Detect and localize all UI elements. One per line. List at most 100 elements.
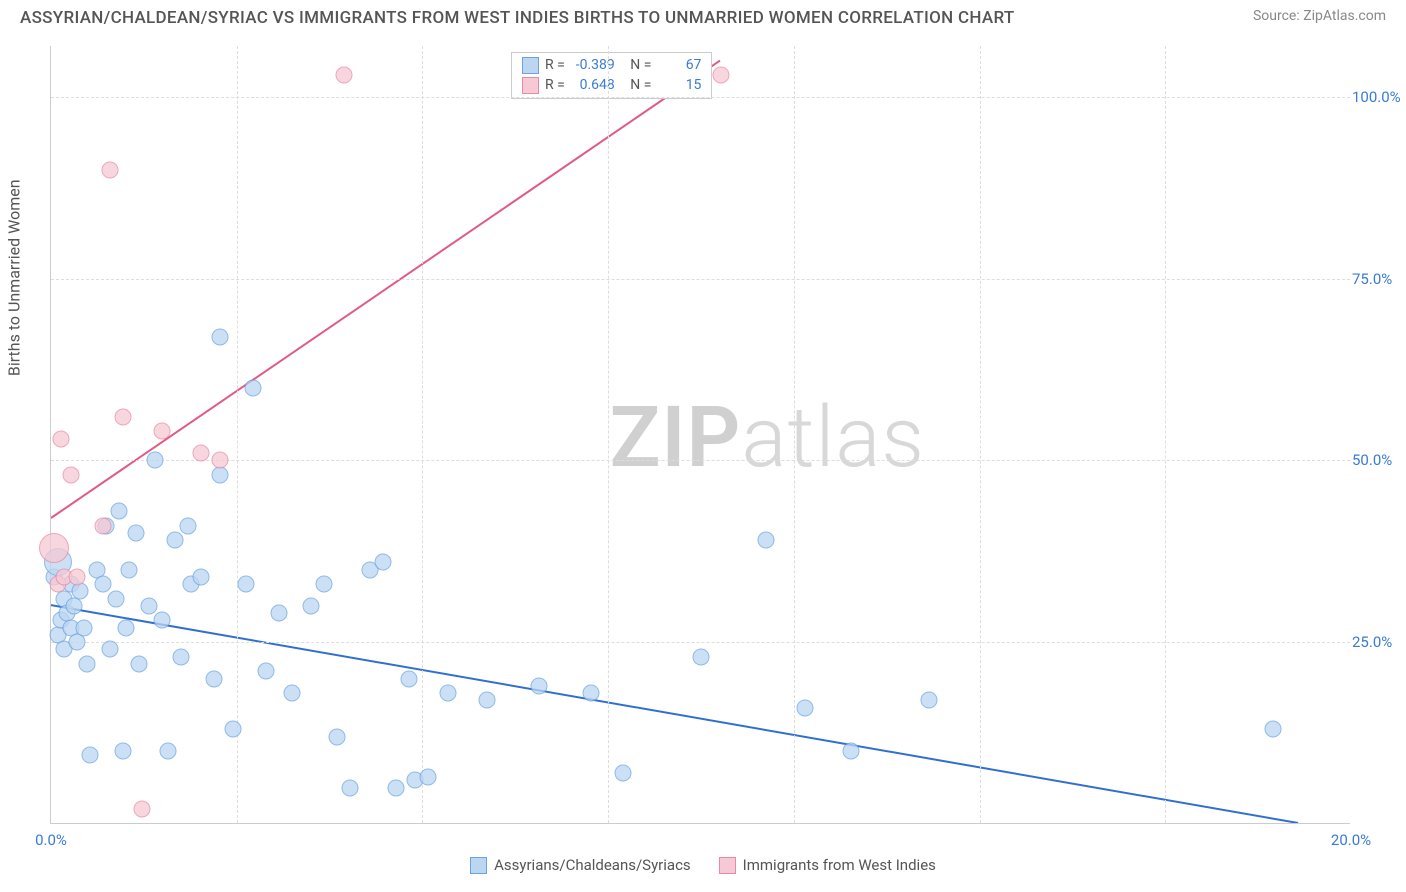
trendline-pink <box>51 61 720 518</box>
legend-stats-box: R = -0.389 N = 67R = 0.648 N = 15 <box>511 52 712 99</box>
gridline-v <box>1165 46 1166 823</box>
legend-swatch-blue <box>522 57 539 74</box>
data-point-blue <box>1265 721 1282 738</box>
data-point-blue <box>615 765 632 782</box>
data-point-blue <box>212 466 229 483</box>
data-point-blue <box>316 576 333 593</box>
data-point-blue <box>160 743 177 760</box>
data-point-blue <box>797 699 814 716</box>
data-point-blue <box>420 768 437 785</box>
data-point-pink <box>153 423 170 440</box>
data-point-blue <box>78 656 95 673</box>
data-point-blue <box>439 685 456 702</box>
data-point-blue <box>72 583 89 600</box>
y-tick-label: 100.0% <box>1352 88 1400 106</box>
data-point-blue <box>270 605 287 622</box>
data-point-blue <box>147 452 164 469</box>
data-point-blue <box>153 612 170 629</box>
data-point-blue <box>225 721 242 738</box>
data-point-blue <box>303 597 320 614</box>
x-tick-label: 0.0% <box>35 831 67 849</box>
legend-item-pink: Immigrants from West Indies <box>719 856 936 874</box>
data-point-pink <box>192 445 209 462</box>
source-credit: Source: ZipAtlas.com <box>1253 8 1386 24</box>
legend-r-label: R = <box>545 76 565 96</box>
legend-item-blue: Assyrians/Chaldeans/Syriacs <box>470 856 691 874</box>
gridline-h <box>51 642 1350 643</box>
data-point-blue <box>342 779 359 796</box>
data-point-pink <box>114 408 131 425</box>
gridline-v <box>237 46 238 823</box>
legend-r-label: R = <box>545 56 565 76</box>
data-point-blue <box>75 619 92 636</box>
watermark-bold: ZIP <box>610 388 742 487</box>
chart-container: Births to Unmarried Women ZIPatlas R = -… <box>0 38 1406 892</box>
data-point-pink <box>95 517 112 534</box>
data-point-blue <box>192 568 209 585</box>
gridline-v <box>608 46 609 823</box>
data-point-blue <box>400 670 417 687</box>
legend-n-label: N = <box>630 76 651 96</box>
gridline-h <box>51 460 1350 461</box>
legend-n-value: 67 <box>657 56 701 76</box>
gridline-v <box>422 46 423 823</box>
data-point-pink <box>101 161 118 178</box>
y-axis-label: Births to Unmarried Women <box>5 179 24 376</box>
data-point-blue <box>166 532 183 549</box>
data-point-blue <box>530 677 547 694</box>
data-point-blue <box>121 561 138 578</box>
legend-swatch-pink <box>719 857 736 874</box>
legend-label-pink: Immigrants from West Indies <box>743 856 936 874</box>
data-point-blue <box>173 648 190 665</box>
data-point-pink <box>335 67 352 84</box>
x-tick-label: 20.0% <box>1331 831 1371 849</box>
data-point-blue <box>283 685 300 702</box>
data-point-blue <box>478 692 495 709</box>
legend-label-blue: Assyrians/Chaldeans/Syriacs <box>494 856 691 874</box>
legend-n-label: N = <box>630 56 651 76</box>
data-point-blue <box>205 670 222 687</box>
data-point-pink <box>69 568 86 585</box>
gridline-h <box>51 97 1350 98</box>
legend-stats-row-blue: R = -0.389 N = 67 <box>522 56 701 76</box>
data-point-blue <box>257 663 274 680</box>
data-point-blue <box>95 576 112 593</box>
data-point-pink <box>52 430 69 447</box>
chart-title: ASSYRIAN/CHALDEAN/SYRIAC VS IMMIGRANTS F… <box>20 8 1015 28</box>
data-point-blue <box>101 641 118 658</box>
data-point-blue <box>582 685 599 702</box>
data-point-blue <box>693 648 710 665</box>
data-point-blue <box>842 743 859 760</box>
data-point-blue <box>130 656 147 673</box>
data-point-blue <box>758 532 775 549</box>
data-point-blue <box>65 597 82 614</box>
data-point-pink <box>712 67 729 84</box>
watermark: ZIPatlas <box>610 388 925 487</box>
data-point-pink <box>212 452 229 469</box>
legend-bottom: Assyrians/Chaldeans/Syriacs Immigrants fr… <box>0 856 1406 874</box>
y-tick-label: 50.0% <box>1352 451 1400 469</box>
data-point-blue <box>140 597 157 614</box>
data-point-pink <box>134 801 151 818</box>
gridline-v <box>980 46 981 823</box>
data-point-blue <box>179 517 196 534</box>
legend-swatch-blue <box>470 857 487 874</box>
plot-area: ZIPatlas R = -0.389 N = 67R = 0.648 N = … <box>50 46 1350 824</box>
data-point-blue <box>117 619 134 636</box>
data-point-blue <box>244 379 261 396</box>
data-point-blue <box>108 590 125 607</box>
data-point-blue <box>238 576 255 593</box>
data-point-blue <box>111 503 128 520</box>
y-tick-label: 25.0% <box>1352 633 1400 651</box>
data-point-pink <box>62 466 79 483</box>
data-point-blue <box>69 634 86 651</box>
trend-lines <box>51 46 1350 823</box>
data-point-blue <box>82 746 99 763</box>
data-point-blue <box>212 328 229 345</box>
data-point-blue <box>374 554 391 571</box>
data-point-blue <box>114 743 131 760</box>
legend-stats-row-pink: R = 0.648 N = 15 <box>522 76 701 96</box>
data-point-blue <box>127 525 144 542</box>
gridline-h <box>51 279 1350 280</box>
legend-swatch-pink <box>522 77 539 94</box>
